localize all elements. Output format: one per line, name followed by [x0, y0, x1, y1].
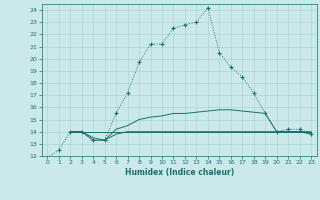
- X-axis label: Humidex (Indice chaleur): Humidex (Indice chaleur): [124, 168, 234, 177]
